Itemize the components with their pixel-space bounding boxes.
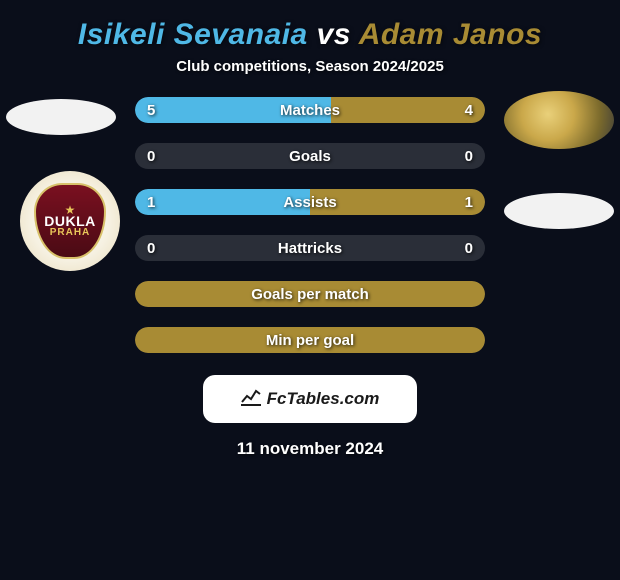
stat-value-player2: 0: [465, 148, 473, 165]
stat-label: Goals per match: [135, 286, 485, 303]
stat-row: Goals0 0: [135, 143, 485, 169]
brand-text: FcTables.com: [267, 389, 380, 409]
dukla-shield: ★ DUKLA PRAHA: [34, 183, 106, 259]
brand-box[interactable]: FcTables.com: [203, 375, 417, 423]
vs-label: vs: [317, 18, 351, 51]
badge-line1: DUKLA: [44, 214, 96, 228]
infographic-root: Isikeli Sevanaia vs Adam Janos Club comp…: [0, 0, 620, 459]
stat-label: Goals: [135, 148, 485, 165]
comparison-title: Isikeli Sevanaia vs Adam Janos: [78, 18, 542, 52]
player2-avatar: [504, 91, 614, 149]
stat-row: Min per goal: [135, 327, 485, 353]
badge-line2: PRAHA: [50, 228, 91, 238]
stats-area: ★ DUKLA PRAHA Matches54Goals00Assists11H…: [0, 97, 620, 353]
stat-row: Matches5 4: [135, 97, 485, 123]
stat-value-player1: 1: [147, 194, 155, 211]
chart-icon: [241, 388, 261, 411]
stat-value-player1: 5: [147, 102, 155, 119]
stat-label: Hattricks: [135, 240, 485, 257]
stat-value-player2: 1: [465, 194, 473, 211]
stat-label: Assists: [135, 194, 485, 211]
shield-icon: ★ DUKLA PRAHA: [34, 183, 106, 259]
player1-name: Isikeli Sevanaia: [78, 18, 308, 51]
date-label: 11 november 2024: [237, 439, 383, 459]
stat-bars: Matches54Goals00Assists11Hattricks00Goal…: [135, 97, 485, 353]
stat-label: Matches: [135, 102, 485, 119]
player1-avatar-placeholder: [6, 99, 116, 135]
stat-value-player2: 4: [465, 102, 473, 119]
player2-club-placeholder: [504, 193, 614, 229]
player2-name: Adam Janos: [359, 18, 542, 51]
stat-label: Min per goal: [135, 332, 485, 349]
stat-value-player1: 0: [147, 148, 155, 165]
stat-row: Hattricks0 0: [135, 235, 485, 261]
stat-row: Assists1 1: [135, 189, 485, 215]
stat-value-player1: 0: [147, 240, 155, 257]
stat-row: Goals per match: [135, 281, 485, 307]
stat-value-player2: 0: [465, 240, 473, 257]
player1-club-badge: ★ DUKLA PRAHA: [20, 171, 120, 271]
subtitle: Club competitions, Season 2024/2025: [176, 58, 444, 75]
